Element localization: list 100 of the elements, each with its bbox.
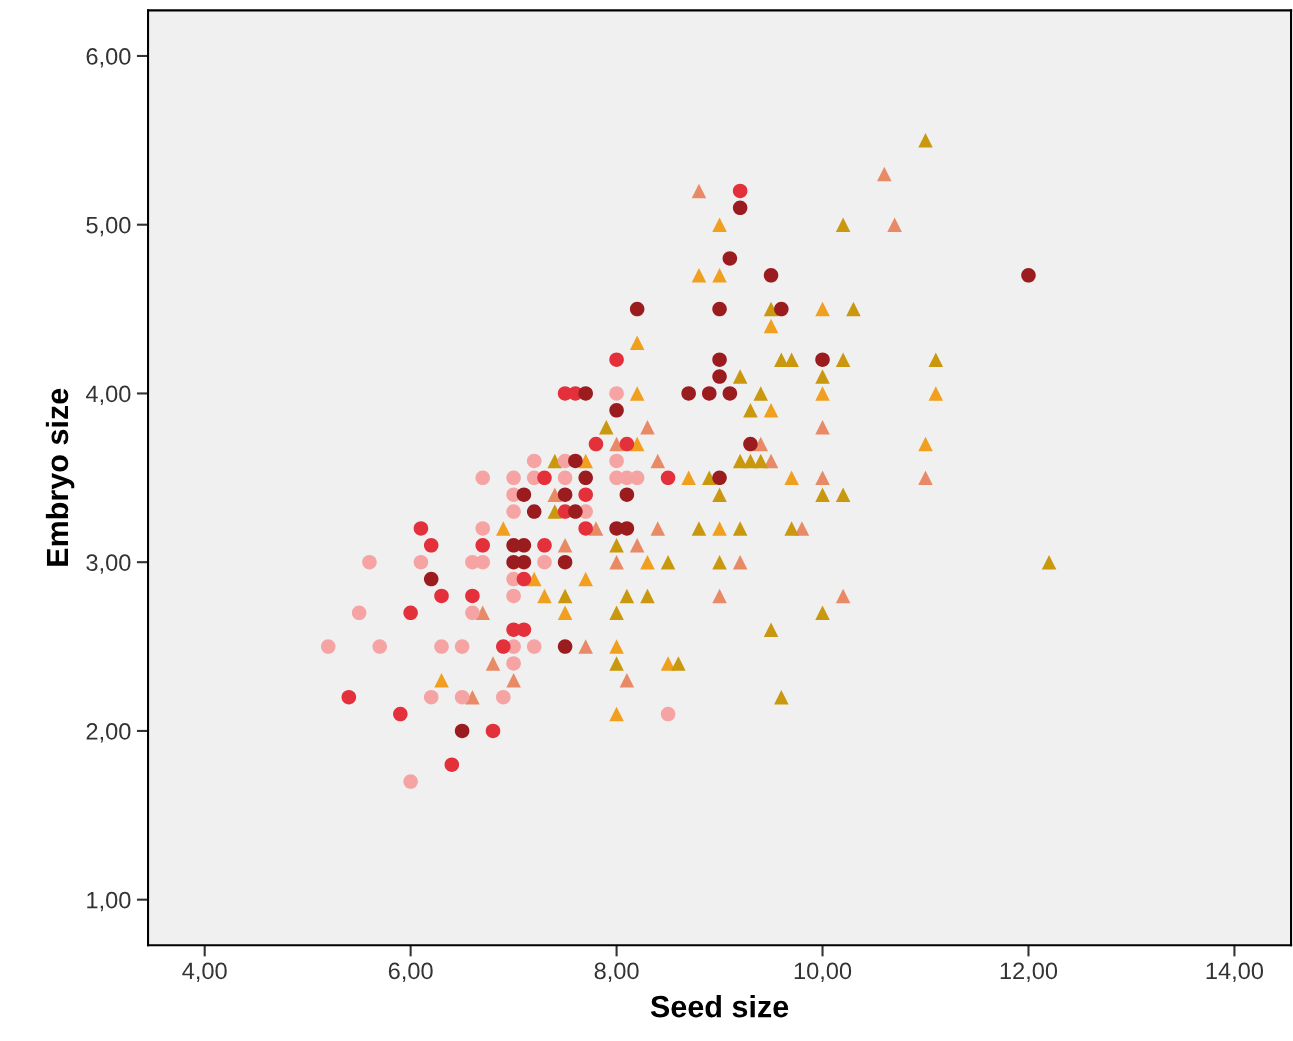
point xyxy=(578,521,593,536)
point xyxy=(774,689,789,705)
point xyxy=(763,268,779,283)
point xyxy=(537,588,552,604)
point xyxy=(815,605,830,621)
point xyxy=(475,605,490,621)
point xyxy=(526,639,542,654)
point xyxy=(660,706,676,722)
point xyxy=(578,639,593,654)
point xyxy=(629,538,645,553)
point xyxy=(1021,268,1036,283)
point xyxy=(640,554,655,570)
point xyxy=(835,217,851,232)
point xyxy=(485,656,501,671)
point xyxy=(434,673,449,688)
point xyxy=(815,487,830,502)
point xyxy=(701,470,717,486)
point xyxy=(815,470,830,486)
point xyxy=(578,487,593,502)
point xyxy=(537,554,552,570)
point xyxy=(691,183,707,199)
x-axis-title: Seed size xyxy=(650,995,789,1018)
point xyxy=(557,588,573,604)
point xyxy=(650,521,666,536)
y-tick-label: 5,00 xyxy=(86,216,131,237)
point xyxy=(671,656,686,671)
point xyxy=(691,268,707,283)
x-tick-label: 8,00 xyxy=(594,962,639,983)
point xyxy=(537,538,552,553)
point xyxy=(835,487,851,502)
point xyxy=(815,352,830,367)
point xyxy=(846,301,861,317)
point xyxy=(712,217,727,232)
y-tick-label: 1,00 xyxy=(87,891,131,912)
point xyxy=(640,588,655,604)
point xyxy=(887,217,902,232)
point xyxy=(475,521,490,536)
point xyxy=(557,487,573,502)
point xyxy=(423,689,439,705)
point xyxy=(341,689,357,705)
point xyxy=(753,453,769,469)
point xyxy=(609,453,624,469)
point xyxy=(712,470,727,486)
point xyxy=(835,588,851,604)
point xyxy=(588,436,604,452)
point xyxy=(609,352,624,367)
point xyxy=(712,301,727,317)
point xyxy=(557,639,573,654)
point xyxy=(578,571,593,587)
point xyxy=(609,605,624,621)
point xyxy=(557,605,573,621)
point xyxy=(712,369,727,384)
point xyxy=(629,386,645,401)
point xyxy=(475,538,490,553)
point xyxy=(372,639,388,654)
point xyxy=(434,588,449,604)
y-tick-label: 3,00 xyxy=(86,554,131,574)
point xyxy=(506,673,521,688)
y-tick-label: 6,00 xyxy=(86,48,131,68)
point xyxy=(423,538,439,553)
point xyxy=(732,554,748,570)
point xyxy=(918,436,933,452)
point xyxy=(629,301,645,317)
point xyxy=(609,538,624,553)
y-tick-label: 4,00 xyxy=(85,385,131,406)
point xyxy=(362,554,377,570)
x-tick-label: 10,00 xyxy=(794,962,852,983)
point xyxy=(454,639,470,654)
point xyxy=(506,470,521,486)
point xyxy=(403,774,418,789)
point xyxy=(712,521,727,536)
point xyxy=(732,183,748,199)
point xyxy=(763,318,779,334)
point xyxy=(619,487,635,502)
point xyxy=(774,352,789,367)
point xyxy=(485,723,501,739)
point xyxy=(681,386,696,401)
point xyxy=(537,470,552,486)
point xyxy=(393,706,408,722)
point xyxy=(496,639,511,654)
point xyxy=(743,403,758,418)
point xyxy=(506,504,521,519)
point xyxy=(465,605,480,621)
point xyxy=(681,470,696,486)
point xyxy=(351,605,367,621)
point xyxy=(732,200,748,216)
point xyxy=(660,470,676,486)
point xyxy=(547,453,563,469)
point xyxy=(660,656,676,671)
point xyxy=(815,301,830,317)
point xyxy=(815,419,830,435)
y-tick-label: 2,00 xyxy=(86,723,131,743)
point xyxy=(516,571,532,587)
point xyxy=(918,470,933,486)
point xyxy=(516,487,532,502)
point xyxy=(609,554,624,570)
point xyxy=(526,504,542,519)
point xyxy=(712,554,727,570)
point xyxy=(547,487,563,502)
point xyxy=(784,521,799,536)
